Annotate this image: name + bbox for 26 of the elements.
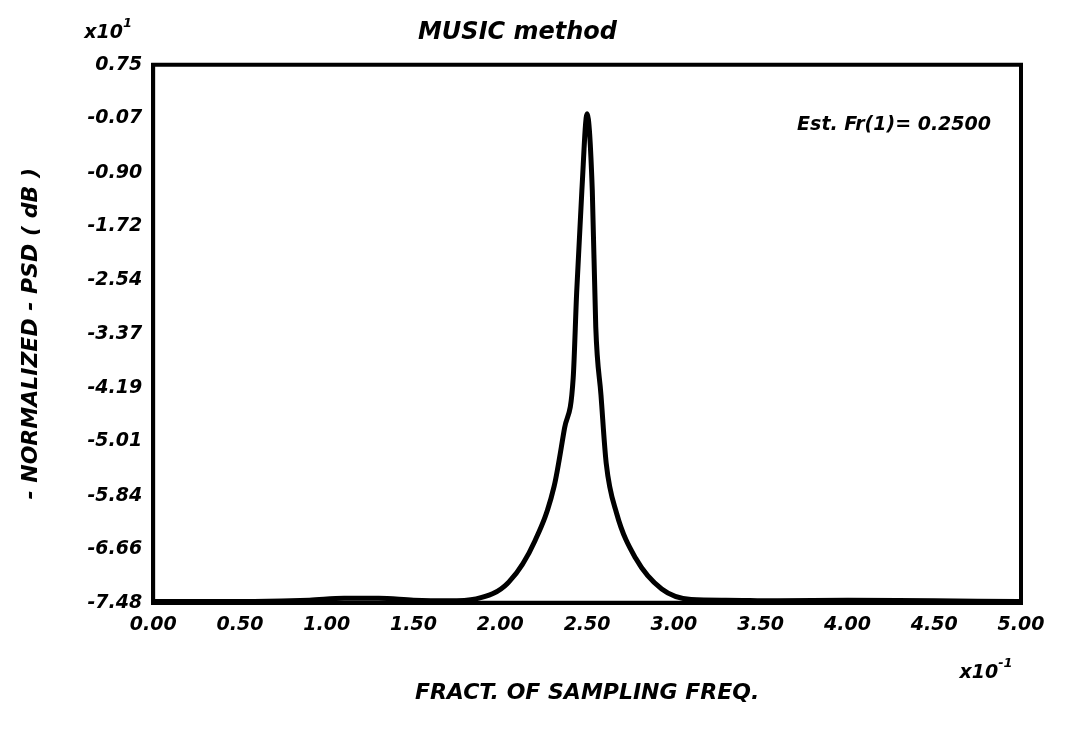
- y-tick-label: 0.75: [95, 51, 143, 74]
- x-tick-label: 2.50: [563, 612, 611, 635]
- y-tick-label: -7.48: [87, 589, 143, 612]
- x-tick-label: 0.50: [216, 612, 264, 635]
- x-tick-label: 0.00: [129, 612, 177, 635]
- x-tick-label: 1.50: [390, 612, 437, 635]
- y-tick-label: -5.01: [87, 428, 143, 451]
- y-tick-label: -3.37: [87, 321, 143, 344]
- x-tick-label: 3.50: [737, 612, 785, 635]
- x-tick-label: 2.00: [476, 612, 524, 635]
- y-tick-label: -0.07: [87, 105, 143, 128]
- y-tick-label: -6.66: [87, 536, 143, 559]
- x-tick-label: 3.00: [650, 612, 698, 635]
- y-tick-label: -5.84: [87, 482, 143, 505]
- chart-title: MUSIC method: [417, 16, 618, 45]
- x-tick-label: 5.00: [997, 612, 1045, 635]
- y-axis-title: - NORMALIZED - PSD ( dB ): [16, 168, 42, 500]
- y-tick-label: -4.19: [87, 374, 143, 397]
- x-tick-label: 4.50: [909, 612, 958, 635]
- y-tick-label: -1.72: [87, 213, 143, 236]
- y-tick-label: -2.54: [87, 266, 143, 289]
- x-axis-title: FRACT. OF SAMPLING FREQ.: [414, 678, 760, 704]
- y-tick-label: -0.90: [87, 159, 143, 182]
- annotation: Est. Fr(1)= 0.2500: [797, 111, 991, 134]
- x-tick-label: 1.00: [303, 612, 351, 635]
- x-tick-label: 4.00: [822, 612, 871, 635]
